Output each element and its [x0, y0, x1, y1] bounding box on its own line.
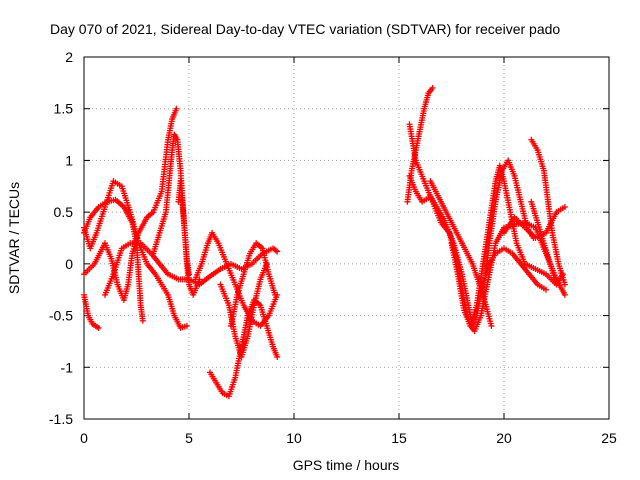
data-point: [274, 248, 281, 255]
x-tick-label: 15: [391, 430, 407, 446]
x-tick-label: 10: [286, 430, 302, 446]
plot-frame: [83, 56, 610, 420]
series-track-17: [528, 136, 568, 288]
data-point: [173, 105, 180, 112]
grid-lines: [84, 57, 609, 419]
data-point: [429, 85, 436, 92]
data-point: [559, 271, 566, 278]
y-tick-label: 1: [65, 152, 73, 168]
data-point: [274, 353, 281, 360]
series-track-18: [501, 203, 568, 241]
series-track-1: [81, 291, 102, 331]
data-marks: [81, 85, 568, 400]
series-track-11: [217, 260, 270, 360]
series-track-8: [192, 229, 281, 329]
data-point: [488, 322, 495, 329]
series-track-13: [404, 85, 436, 205]
data-point: [543, 286, 549, 293]
data-point: [183, 322, 190, 329]
y-tick-labels: -1.5 -1 -0.5 0 0.5 1 1.5 2: [49, 49, 73, 427]
x-tick-labels: 0 5 10 15 20 25: [80, 430, 617, 446]
y-tick-label: 2: [65, 49, 73, 65]
y-tick-label: 0: [65, 256, 73, 272]
series-track-7: [175, 178, 192, 278]
data-point: [561, 281, 568, 288]
axis-ticks: [83, 56, 610, 420]
data-point: [95, 324, 102, 331]
data-point: [561, 203, 568, 210]
y-axis-label: SDTVAR / TECUs: [6, 182, 22, 294]
x-tick-label: 0: [80, 430, 88, 446]
series-track-6: [150, 131, 203, 298]
y-tick-label: -1: [61, 359, 74, 375]
x-tick-label: 20: [496, 430, 512, 446]
series-track-19: [528, 198, 566, 288]
data-point: [263, 260, 270, 267]
y-tick-label: 1.5: [54, 101, 74, 117]
data-point: [139, 317, 146, 324]
data-point: [186, 271, 192, 278]
series-track-20: [427, 178, 495, 329]
x-tick-label: 25: [601, 430, 617, 446]
data-point: [272, 291, 279, 298]
y-tick-label: 0.5: [54, 204, 74, 220]
series-track-3: [81, 196, 146, 324]
x-tick-label: 5: [185, 430, 193, 446]
data-point: [561, 291, 568, 298]
chart-title: Day 070 of 2021, Sidereal Day-to-day VTE…: [50, 21, 560, 37]
y-tick-label: -0.5: [49, 308, 73, 324]
series-track-10: [228, 240, 279, 329]
x-axis-label: GPS time / hours: [293, 457, 400, 473]
series-track-16: [480, 157, 537, 298]
series-track-4: [81, 105, 180, 304]
y-tick-label: -1.5: [49, 411, 73, 427]
